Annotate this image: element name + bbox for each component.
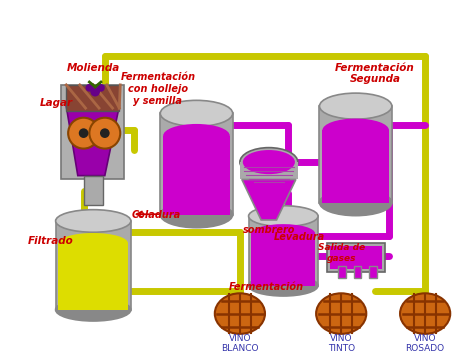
Bar	[327, 243, 384, 272]
Ellipse shape	[160, 202, 233, 228]
Ellipse shape	[248, 206, 318, 226]
Bar	[319, 106, 392, 203]
Text: Salida de
gases: Salida de gases	[318, 243, 365, 263]
Polygon shape	[242, 180, 296, 220]
Ellipse shape	[252, 224, 315, 243]
Bar	[240, 162, 298, 180]
Bar	[83, 176, 103, 204]
Circle shape	[79, 128, 89, 138]
Ellipse shape	[243, 150, 295, 174]
Text: VINO
ROSADO: VINO ROSADO	[406, 334, 445, 353]
Circle shape	[97, 84, 105, 92]
Circle shape	[90, 118, 120, 149]
Ellipse shape	[163, 124, 230, 147]
Ellipse shape	[319, 93, 392, 119]
Polygon shape	[66, 106, 119, 176]
Circle shape	[85, 84, 93, 92]
Bar	[55, 221, 131, 310]
Text: Fermentación: Fermentación	[228, 282, 303, 292]
Ellipse shape	[322, 119, 389, 142]
Ellipse shape	[160, 100, 233, 126]
Bar	[369, 266, 377, 278]
Ellipse shape	[240, 148, 298, 176]
Bar	[354, 266, 362, 278]
Ellipse shape	[319, 190, 392, 215]
Polygon shape	[66, 85, 119, 111]
Bar	[160, 113, 233, 215]
Polygon shape	[62, 85, 124, 179]
Text: Coladura: Coladura	[132, 211, 181, 220]
Ellipse shape	[58, 233, 128, 253]
Bar	[329, 246, 382, 269]
Ellipse shape	[400, 293, 450, 334]
Text: Fermentación
Segunda: Fermentación Segunda	[335, 63, 415, 84]
Text: Lagar: Lagar	[40, 98, 73, 108]
Ellipse shape	[55, 299, 131, 321]
Ellipse shape	[215, 293, 265, 334]
Bar	[338, 266, 346, 278]
Text: Fermentación
con hollejo
y semilla: Fermentación con hollejo y semilla	[120, 72, 195, 105]
Text: Levadura: Levadura	[273, 231, 325, 241]
Text: Filtrado: Filtrado	[27, 236, 73, 246]
Bar	[58, 243, 128, 310]
Bar	[248, 216, 318, 286]
Bar	[322, 130, 389, 203]
Circle shape	[91, 87, 100, 97]
Ellipse shape	[248, 275, 318, 296]
Text: VINO
TINTO: VINO TINTO	[328, 334, 355, 353]
Bar	[163, 136, 230, 215]
Circle shape	[100, 128, 109, 138]
Text: Molienda: Molienda	[67, 63, 120, 73]
Text: VINO
BLANCO: VINO BLANCO	[221, 334, 259, 353]
Text: sombrero: sombrero	[243, 225, 295, 235]
Ellipse shape	[55, 210, 131, 232]
Bar	[252, 234, 315, 286]
Circle shape	[68, 118, 99, 149]
Ellipse shape	[316, 293, 366, 334]
